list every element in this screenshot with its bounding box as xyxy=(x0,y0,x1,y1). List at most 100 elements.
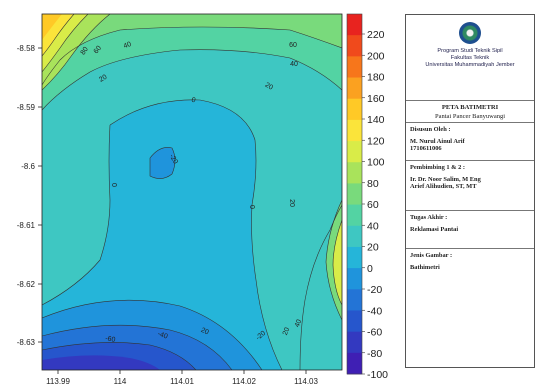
contour-line-0 xyxy=(109,99,283,370)
assignment-label: Tugas Akhir : xyxy=(410,214,448,221)
contour-line-120 xyxy=(42,14,75,57)
x-axis: 113.99 114 114.01 114.02 114.03 xyxy=(46,370,318,386)
contour-band-minus80 xyxy=(42,355,160,370)
colorbar-tick-label: 220 xyxy=(367,29,385,41)
contour-line-minus60 xyxy=(42,342,197,370)
drawing-type-label: Jenis Gambar : xyxy=(410,252,453,259)
y-tick-label: -8.63 xyxy=(17,338,36,347)
colorbar-segment xyxy=(347,204,362,227)
contour-label: 20 xyxy=(288,199,295,207)
author-label: Disusun Oleh : xyxy=(410,126,451,133)
contour-line-right-100 xyxy=(332,219,342,306)
contour-label: 20 xyxy=(98,74,108,84)
contour-band-40-60-top xyxy=(42,14,342,110)
university-logo-icon xyxy=(459,22,481,44)
map-title-block: PETA BATIMETRI Pantai Pancer Banyuwangi xyxy=(406,101,534,123)
colorbar-segment xyxy=(347,77,362,100)
author-id: 1710611006 xyxy=(410,145,442,153)
colorbar-tick-label: 20 xyxy=(367,242,379,254)
colorbar: 220200180160140120100806040200-20-40-60-… xyxy=(346,13,388,381)
contour-label: 40 xyxy=(294,319,303,329)
supervisor-2: Arief Alihudien, ST, MT xyxy=(410,183,477,191)
colorbar-tick-label: 140 xyxy=(367,114,385,126)
colorbar-segment xyxy=(347,119,362,142)
map-subtitle: Pantai Pancer Banyuwangi xyxy=(434,113,506,120)
colorbar-segment xyxy=(347,289,362,311)
colorbar-tick-label: 0 xyxy=(367,263,373,275)
colorbar-segment xyxy=(347,162,362,184)
colorbar-tick-label: 60 xyxy=(367,199,379,211)
colorbar-segment xyxy=(347,225,362,248)
x-tick-label: 114.01 xyxy=(170,377,194,386)
contour-depression xyxy=(150,147,175,179)
contour-band-140-160 xyxy=(42,14,62,40)
contour-label: -60 xyxy=(105,335,116,344)
contour-lines xyxy=(42,14,342,370)
y-tick-label: -8.61 xyxy=(17,221,36,230)
assignment-value: Reklamasi Pantai xyxy=(410,225,459,233)
x-tick-label: 114.02 xyxy=(232,377,256,386)
contour-label: 20 xyxy=(282,327,291,337)
colorbar-segment xyxy=(347,246,362,269)
colorbar-tick-label: -100 xyxy=(367,369,388,381)
x-tick-label: 114 xyxy=(114,377,127,386)
title-block-panel: Program Studi Teknik Sipil Fakultas Tekn… xyxy=(405,14,535,368)
x-tick-label: 114.03 xyxy=(294,377,318,386)
colorbar-tick-label: 160 xyxy=(367,93,385,105)
colorbar-tick-label: 100 xyxy=(367,157,385,169)
contour-label: 60 xyxy=(93,45,103,56)
colorbar-segment xyxy=(347,35,362,57)
contour-label: 40 xyxy=(123,41,133,50)
colorbar-segment xyxy=(347,14,362,36)
colorbar-segment xyxy=(347,268,362,290)
colorbar-tick-label: 120 xyxy=(367,135,385,147)
contour-label: 0 xyxy=(110,183,117,187)
contour-line-depression xyxy=(149,147,176,179)
colorbar-segment xyxy=(347,183,362,205)
colorbar-tick-label: 80 xyxy=(367,178,379,190)
org-line-3: Universitas Muhammadiyah Jember xyxy=(425,62,515,69)
contour-label: 60 xyxy=(289,42,297,49)
y-tick-label: -8.59 xyxy=(17,103,36,112)
contour-fill-area xyxy=(42,14,342,370)
drawing-type-field: Jenis Gambar : Bathimetri xyxy=(406,249,534,285)
colorbar-tick-label: -80 xyxy=(367,348,382,360)
colorbar-tick-label: -60 xyxy=(367,327,382,339)
org-line-1: Program Studi Teknik Sipil xyxy=(437,48,503,54)
contour-label: -20 xyxy=(255,330,267,342)
contour-line-minus40 xyxy=(42,324,233,370)
x-tick-label: 113.99 xyxy=(46,377,70,386)
contour-label: 0 xyxy=(248,205,255,209)
supervisor-1: Ir. Dr. Noor Salim, M Eng xyxy=(410,175,481,183)
map-title: PETA BATIMETRI xyxy=(441,104,499,111)
contour-line-40 xyxy=(42,49,342,111)
author-name: M. Nurul Ainul Arif xyxy=(410,137,465,145)
contour-label: 80 xyxy=(80,46,90,56)
assignment-field: Tugas Akhir : Reklamasi Pantai xyxy=(406,211,534,249)
colorbar-segment xyxy=(347,141,362,163)
y-tick-label: -8.62 xyxy=(17,280,36,289)
colorbar-tick-label: -40 xyxy=(367,305,382,317)
contour-label: -20 xyxy=(168,153,179,165)
colorbar-tick-label: 40 xyxy=(367,220,379,232)
drawing-type-value: Bathimetri xyxy=(410,263,440,271)
colorbar-tick-label: -20 xyxy=(367,284,382,296)
contour-label: 20 xyxy=(200,327,210,337)
colorbar-segment xyxy=(347,56,362,78)
y-tick-label: -8.58 xyxy=(17,44,36,53)
institution-header: Program Studi Teknik Sipil Fakultas Tekn… xyxy=(406,22,534,101)
contour-line-100 xyxy=(42,14,89,73)
supervisor-field: Pembimbing 1 & 2 : Ir. Dr. Noor Salim, M… xyxy=(406,161,534,211)
contour-line-minus20 xyxy=(42,299,263,370)
colorbar-frame xyxy=(346,13,363,375)
contour-label: 0 xyxy=(191,97,197,105)
contour-line-80 xyxy=(42,14,111,91)
colorbar-tick-label: 200 xyxy=(367,50,385,62)
colorbar-segment xyxy=(347,310,362,333)
colorbar-segment xyxy=(347,352,362,375)
contour-label: 20 xyxy=(264,82,274,92)
contour-line-60 xyxy=(42,26,342,86)
contour-line-0-left xyxy=(42,124,111,306)
